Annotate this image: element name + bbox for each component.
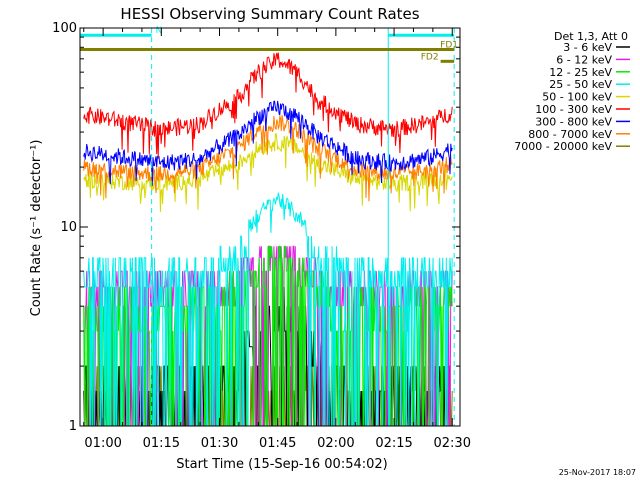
- legend-label-8: 800 - 7000 keV: [528, 128, 612, 141]
- annotation-3-label: FD2: [421, 52, 439, 62]
- series-4: [83, 192, 453, 427]
- series-8: [83, 114, 453, 202]
- x-tick-label: 02:15: [375, 436, 412, 451]
- y-tick-label: 10: [60, 220, 77, 235]
- legend-label-1: 3 - 6 keV: [563, 41, 612, 54]
- x-tick-label: 01:15: [143, 436, 180, 451]
- y-axis-label: Count Rate (s⁻¹ detector⁻¹): [29, 140, 44, 317]
- y-tick-label: 1: [69, 419, 77, 434]
- legend-title: Det 1,3, Att 0: [554, 30, 628, 43]
- x-tick-label: 02:00: [317, 436, 354, 451]
- legend-label-9: 7000 - 20000 keV: [514, 140, 612, 153]
- x-tick-label: 01:00: [84, 436, 121, 451]
- annotation-1-label: N: [156, 26, 163, 36]
- data-layer: [83, 52, 453, 427]
- legend-label-6: 100 - 300 keV: [535, 103, 612, 116]
- legend-label-4: 25 - 50 keV: [549, 78, 612, 91]
- series-7: [83, 100, 453, 186]
- axis-ticks: 01:00 01:15 01:30 01:45 02:00 02:15 02:30 1 10 10…: [52, 21, 471, 451]
- legend-label-7: 300 - 800 keV: [535, 115, 612, 128]
- legend-label-3: 12 - 25 keV: [549, 66, 612, 79]
- x-axis-label: Start Time (15-Sep-16 00:54:02): [176, 457, 387, 472]
- series-3-line: [83, 245, 453, 427]
- legend-label-5: 50 - 100 keV: [542, 91, 612, 104]
- series-4-line: [83, 192, 453, 427]
- x-tick-label: 01:30: [201, 436, 238, 451]
- x-tick-label: 01:45: [259, 436, 296, 451]
- series-8-line: [83, 114, 453, 202]
- series-6-line: [83, 52, 453, 159]
- y-tick-label: 100: [52, 21, 77, 36]
- series-6: [83, 52, 453, 159]
- x-tick-label: 02:30: [434, 436, 471, 451]
- annotation-2-label: FD1: [440, 40, 458, 50]
- chart-title: HESSI Observing Summary Count Rates: [120, 5, 419, 23]
- series-3: [83, 245, 453, 427]
- legend-label-2: 6 - 12 keV: [556, 53, 612, 66]
- series-7-line: [83, 100, 453, 186]
- footer-date: 25-Nov-2017 18:07: [559, 468, 636, 477]
